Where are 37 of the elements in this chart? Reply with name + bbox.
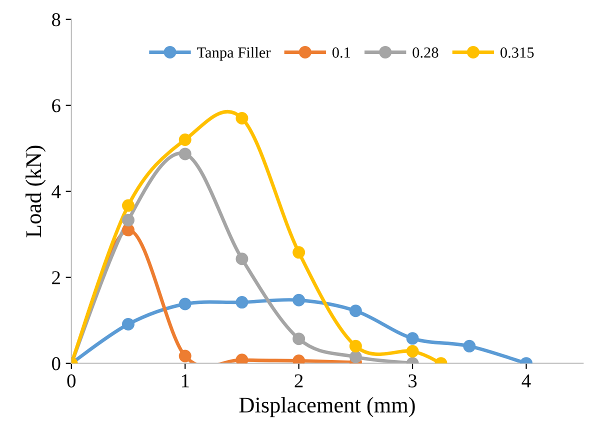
point [349, 340, 362, 352]
y-tick-label: 8 [52, 13, 60, 26]
point [236, 112, 248, 124]
point [122, 214, 135, 226]
point [236, 354, 248, 364]
point [292, 332, 306, 346]
y-tick-label: 2 [52, 271, 60, 284]
point [236, 252, 248, 266]
point [349, 304, 362, 318]
legend-label: 0.315 [500, 47, 534, 58]
point [406, 332, 419, 345]
point [292, 294, 306, 306]
point [178, 350, 192, 362]
point [406, 345, 419, 358]
y-tick-label: 6 [52, 99, 60, 112]
x-axis-title: Displacement (mm) [239, 396, 415, 418]
point [349, 350, 362, 364]
point [178, 134, 192, 146]
x-tick-label: 1 [182, 374, 189, 388]
legend-label: Tanpa Filler [197, 46, 271, 61]
point [122, 199, 135, 212]
legend-label: 0.1 [332, 47, 350, 58]
y-axis-title: Load (kN) [26, 146, 46, 238]
legend-label: 0.28 [412, 47, 438, 58]
point [178, 148, 192, 160]
point [463, 340, 476, 352]
x-tick-label: 3 [408, 374, 417, 388]
point [178, 298, 192, 310]
x-tick-label: 2 [294, 374, 303, 388]
x-tick-label: 0 [67, 374, 76, 388]
point [122, 318, 135, 330]
point [292, 246, 306, 259]
x-tick-label: 4 [522, 374, 531, 388]
y-tick-label: 4 [52, 185, 61, 198]
point [236, 296, 248, 309]
point [122, 224, 135, 236]
y-tick-label: 0 [52, 357, 60, 370]
